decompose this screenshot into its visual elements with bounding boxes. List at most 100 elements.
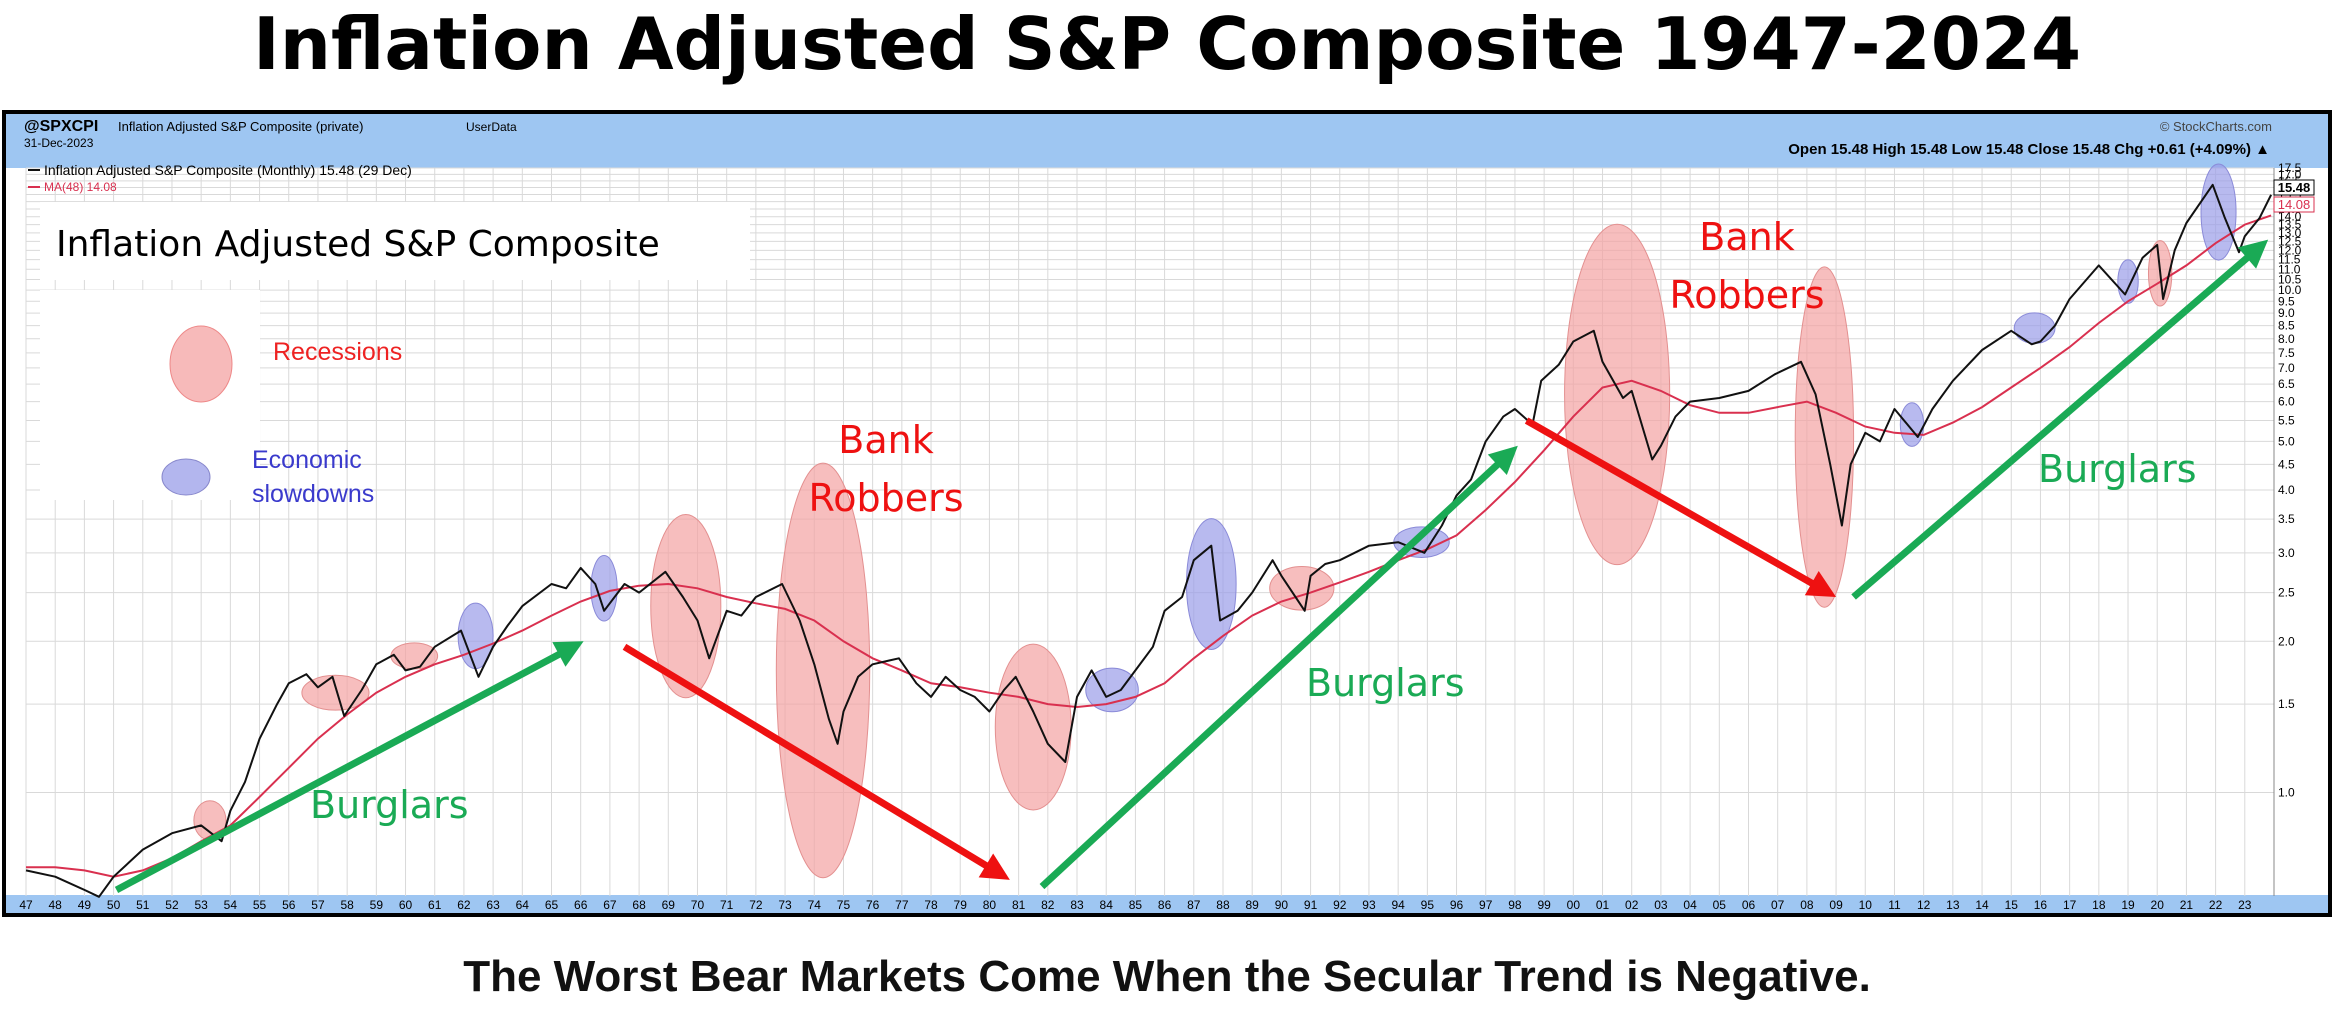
x-tick-label: 82	[1041, 898, 1055, 912]
x-tick-label: 75	[837, 898, 851, 912]
x-tick-label: 86	[1158, 898, 1172, 912]
y-tick-label: 11.5	[2278, 253, 2301, 267]
y-tick-label: 9.5	[2278, 294, 2295, 308]
x-tick-label: 12	[1917, 898, 1931, 912]
x-tick-label: 07	[1771, 898, 1785, 912]
robbers-arrow	[622, 643, 993, 872]
ma-line	[26, 214, 2272, 878]
robbers-arrow	[1524, 417, 1819, 589]
x-tick-label: 55	[253, 898, 267, 912]
slowdown-region	[2013, 312, 2056, 344]
symbol-label: @SPXCPI	[24, 118, 98, 135]
x-tick-label: 96	[1450, 898, 1464, 912]
chart-caption: The Worst Bear Markets Come When the Sec…	[463, 952, 1871, 1001]
recession-key-swatch	[169, 325, 233, 403]
x-tick-label: 92	[1333, 898, 1347, 912]
price-line	[25, 183, 2272, 898]
x-tick-label: 85	[1129, 898, 1143, 912]
y-tick-label: 9.0	[2278, 306, 2295, 320]
x-tick-label: 60	[399, 898, 413, 912]
y-tick-label: 3.5	[2278, 512, 2295, 526]
recession-region	[994, 643, 1072, 811]
y-tick-label: 11.0	[2278, 262, 2301, 276]
x-tick-label: 47	[19, 898, 33, 912]
x-tick-label: 52	[165, 898, 179, 912]
x-tick-label: 83	[1070, 898, 1084, 912]
symbol-description: Inflation Adjusted S&P Composite (privat…	[118, 119, 363, 134]
x-tick-label: 67	[603, 898, 617, 912]
x-tick-label: 59	[370, 898, 384, 912]
x-tick-label: 51	[136, 898, 150, 912]
x-tick-label: 23	[2238, 898, 2252, 912]
x-tick-label: 81	[1012, 898, 1026, 912]
x-tick-label: 19	[2121, 898, 2135, 912]
bank-robbers-label-1b: Robbers	[809, 476, 964, 520]
x-tick-label: 69	[662, 898, 676, 912]
y-tick-label: 2.5	[2278, 586, 2295, 600]
x-tick-label: 20	[2151, 898, 2165, 912]
x-tick-label: 58	[340, 898, 354, 912]
x-tick-label: 16	[2034, 898, 2048, 912]
x-tick-label: 06	[1742, 898, 1756, 912]
x-tick-label: 79	[954, 898, 968, 912]
y-tick-label: 7.0	[2278, 361, 2295, 375]
x-tick-label: 93	[1362, 898, 1376, 912]
burglars-arrow-head	[2237, 239, 2269, 269]
y-tick-label: 8.5	[2278, 319, 2295, 333]
x-tick-label: 53	[194, 898, 208, 912]
x-tick-label: 10	[1859, 898, 1873, 912]
x-axis: 47 48 49 50 51 52 53 54 55 56 57 58 59 60 61 62 63 64 65 66…	[19, 898, 2251, 912]
x-tick-label: 87	[1187, 898, 1201, 912]
x-tick-label: 90	[1275, 898, 1289, 912]
x-tick-label: 01	[1596, 898, 1610, 912]
y-tick-label: 6.5	[2278, 377, 2295, 391]
x-tick-label: 68	[632, 898, 646, 912]
x-tick-label: 03	[1654, 898, 1668, 912]
recession-key-label: Recessions	[273, 338, 402, 366]
close-price-tag: 15.48	[2278, 180, 2311, 195]
x-tick-label: 54	[224, 898, 238, 912]
y-tick-label: 5.5	[2278, 414, 2295, 428]
slowdown-key-label-2: slowdowns	[252, 480, 374, 508]
x-tick-label: 70	[691, 898, 705, 912]
burglars-label-1: Burglars	[310, 783, 469, 827]
x-tick-label: 57	[311, 898, 325, 912]
bank-robbers-label-1a: Bank	[838, 418, 933, 462]
y-tick-label: 1.5	[2278, 697, 2295, 711]
y-tick-label: 17.5	[2278, 161, 2302, 175]
y-tick-label: 17.0	[2278, 167, 2302, 181]
x-tick-label: 78	[924, 898, 938, 912]
x-tick-label: 97	[1479, 898, 1493, 912]
legend-box-title: Inflation Adjusted S&P Composite	[56, 224, 660, 265]
series-lines	[25, 183, 2272, 898]
x-tick-label: 50	[107, 898, 121, 912]
burglars-arrow	[114, 648, 566, 894]
x-tick-label: 95	[1421, 898, 1435, 912]
highlight-regions	[193, 163, 2237, 879]
chart-date: 31-Dec-2023	[24, 136, 94, 150]
slowdown-key-label-1: Economic	[252, 446, 362, 474]
x-tick-label: 22	[2209, 898, 2223, 912]
y-tick-label: 3.0	[2278, 546, 2295, 560]
y-tick-label: 8.0	[2278, 332, 2295, 346]
x-tick-label: 99	[1537, 898, 1551, 912]
x-tick-label: 77	[895, 898, 909, 912]
x-tick-label: 72	[749, 898, 763, 912]
x-tick-label: 74	[808, 898, 822, 912]
x-tick-label: 61	[428, 898, 442, 912]
slowdown-region	[1085, 667, 1139, 713]
x-tick-label: 21	[2180, 898, 2194, 912]
x-tick-label: 02	[1625, 898, 1639, 912]
y-tick-label: 4.5	[2278, 457, 2295, 471]
close-price-tag-box	[2273, 179, 2315, 196]
burglars-arrow	[1851, 251, 2254, 600]
burglars-arrow	[1039, 458, 1504, 890]
x-tick-label: 80	[983, 898, 997, 912]
x-tick-label: 14	[1975, 898, 1989, 912]
x-tick-label: 64	[516, 898, 530, 912]
burglars-label-2: Burglars	[1306, 661, 1465, 705]
x-tick-label: 73	[778, 898, 792, 912]
x-tick-label: 89	[1246, 898, 1260, 912]
x-tick-label: 63	[486, 898, 500, 912]
x-tick-label: 49	[78, 898, 92, 912]
